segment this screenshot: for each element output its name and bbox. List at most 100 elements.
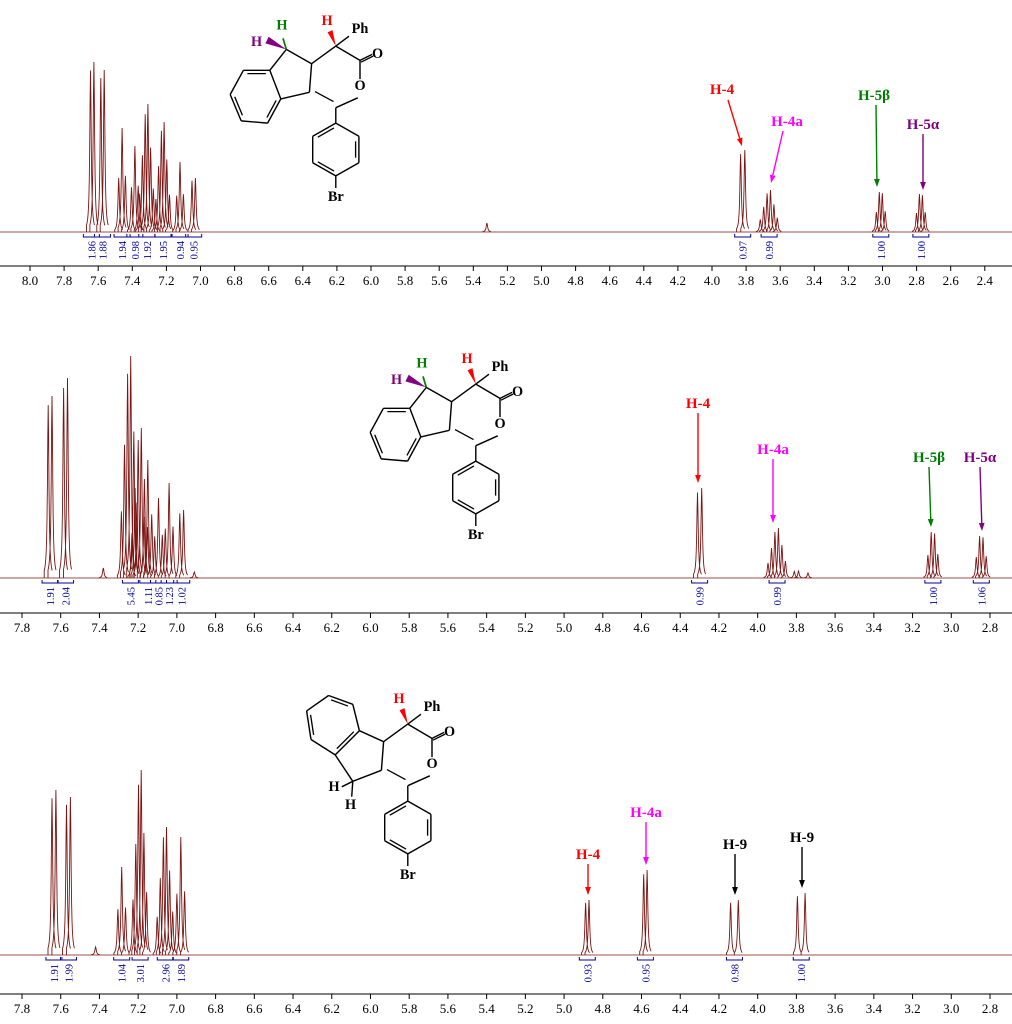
bond [335, 35, 350, 47]
carbonyl-o-label: O [512, 384, 523, 400]
wedge-bond [467, 368, 476, 385]
axis-tick-label: 3.4 [866, 1001, 883, 1016]
h-bond [282, 38, 288, 50]
integral-bracket [41, 580, 59, 584]
integral-value: 0.95 [641, 964, 652, 982]
axis-tick-label: 2.8 [982, 620, 998, 635]
peak-annotation-label: H-4 [686, 396, 711, 412]
phenyl-label: Ph [492, 359, 509, 375]
axis-tick-label: 5.4 [465, 273, 482, 288]
bond [269, 48, 287, 71]
integral-bracket [725, 957, 743, 961]
axis-tick-label: 7.0 [169, 1001, 185, 1016]
h-label: H [461, 351, 472, 367]
double-bond [389, 839, 407, 850]
integral-bracket [912, 234, 930, 238]
nmr-peak [43, 395, 57, 578]
axis-tick-label: 7.8 [56, 273, 72, 288]
bond [335, 162, 360, 177]
nmr-peak [755, 189, 782, 232]
nmr-peak [152, 826, 178, 955]
axis-tick-label: 4.2 [670, 273, 686, 288]
bond [407, 723, 433, 740]
axis-tick-label: 3.2 [904, 620, 920, 635]
nmr-peak [871, 191, 890, 232]
annotation-arrow [979, 466, 983, 524]
double-bond [317, 161, 335, 172]
integral-value: 1.89 [177, 964, 188, 982]
integral-value: 1.88 [98, 241, 109, 259]
annotation-arrow [928, 466, 932, 520]
nmr-peak [581, 899, 594, 955]
nmr-peak [151, 121, 174, 232]
bond [229, 69, 245, 95]
axis-tick-label: 2.8 [908, 273, 924, 288]
spectrum-panel-3: 1.91 1.99 1.04 3.01 2.96 1.89 0.93 0.95 0.98 1.00… [0, 638, 1012, 1024]
peak-annotation-label: H-5α [907, 117, 940, 133]
axis-tick-label: 3.0 [943, 1001, 959, 1016]
axis-tick-label: 3.4 [866, 620, 883, 635]
ring-o-label: O [354, 78, 365, 94]
nmr-peak [172, 836, 189, 955]
axis-tick-label: 5.4 [479, 620, 496, 635]
bond [310, 738, 336, 756]
axis-tick-label: 4.2 [711, 620, 727, 635]
axis-tick-label: 4.0 [704, 273, 720, 288]
h-label: H [251, 34, 262, 50]
axis-tick-label: 6.6 [261, 273, 278, 288]
h-label: H [321, 13, 332, 29]
integral-bracket [171, 234, 189, 238]
axis-tick-label: 5.0 [533, 273, 549, 288]
integral-value: 0.97 [739, 241, 750, 259]
axis-tick-label: 4.0 [750, 1001, 766, 1016]
axis-tick-label: 5.4 [479, 1001, 496, 1016]
bond [335, 122, 360, 137]
h-label: H [393, 691, 404, 707]
axis-tick-label: 5.0 [556, 1001, 572, 1016]
double-bond [457, 499, 475, 510]
bond [369, 432, 382, 460]
axis-tick-label: 6.6 [246, 620, 263, 635]
carbonyl-o-label: O [372, 46, 383, 62]
integral-value: 0.93 [583, 964, 594, 982]
bond [380, 741, 385, 771]
integral-value: 2.04 [62, 586, 73, 605]
integral-value: 1.00 [929, 587, 940, 605]
nmr-peak [172, 161, 188, 232]
axis-tick-label: 3.6 [827, 1001, 844, 1016]
double-bond [309, 714, 315, 735]
axis-tick-label: 3.2 [904, 1001, 920, 1016]
axis-tick-label: 6.4 [295, 273, 312, 288]
double-bond [389, 805, 407, 816]
double-bond [406, 438, 417, 456]
bond [425, 386, 452, 403]
integral-bracket [760, 234, 778, 238]
nmr-peak [803, 571, 813, 579]
bond [451, 383, 477, 403]
nmr-peak [62, 796, 75, 955]
integral-value: 1.11 [144, 587, 155, 605]
integral-value: 3.01 [136, 964, 147, 982]
bond [475, 460, 500, 475]
nmr-peak [639, 869, 652, 955]
nmr-peak [127, 427, 152, 578]
nmr-peak [792, 892, 810, 955]
axis-tick-label: 4.6 [602, 273, 619, 288]
bond [334, 730, 360, 756]
nmr-peak [763, 527, 790, 578]
bond [475, 435, 499, 447]
double-bond [454, 428, 474, 441]
nmr-peak [114, 127, 130, 232]
peak-annotation-label: H-4a [630, 805, 662, 821]
axis-tick-label: 4.6 [633, 1001, 650, 1016]
nmr-peak [135, 103, 158, 232]
bond [335, 97, 359, 109]
integral-bracket [734, 234, 752, 238]
bond [407, 775, 431, 787]
h-label: H [329, 779, 340, 795]
axis-tick-label: 6.2 [324, 620, 340, 635]
bond [475, 500, 500, 515]
axis-tick-label: 4.4 [672, 620, 689, 635]
bromine-label: Br [328, 189, 345, 205]
bond [407, 840, 432, 855]
